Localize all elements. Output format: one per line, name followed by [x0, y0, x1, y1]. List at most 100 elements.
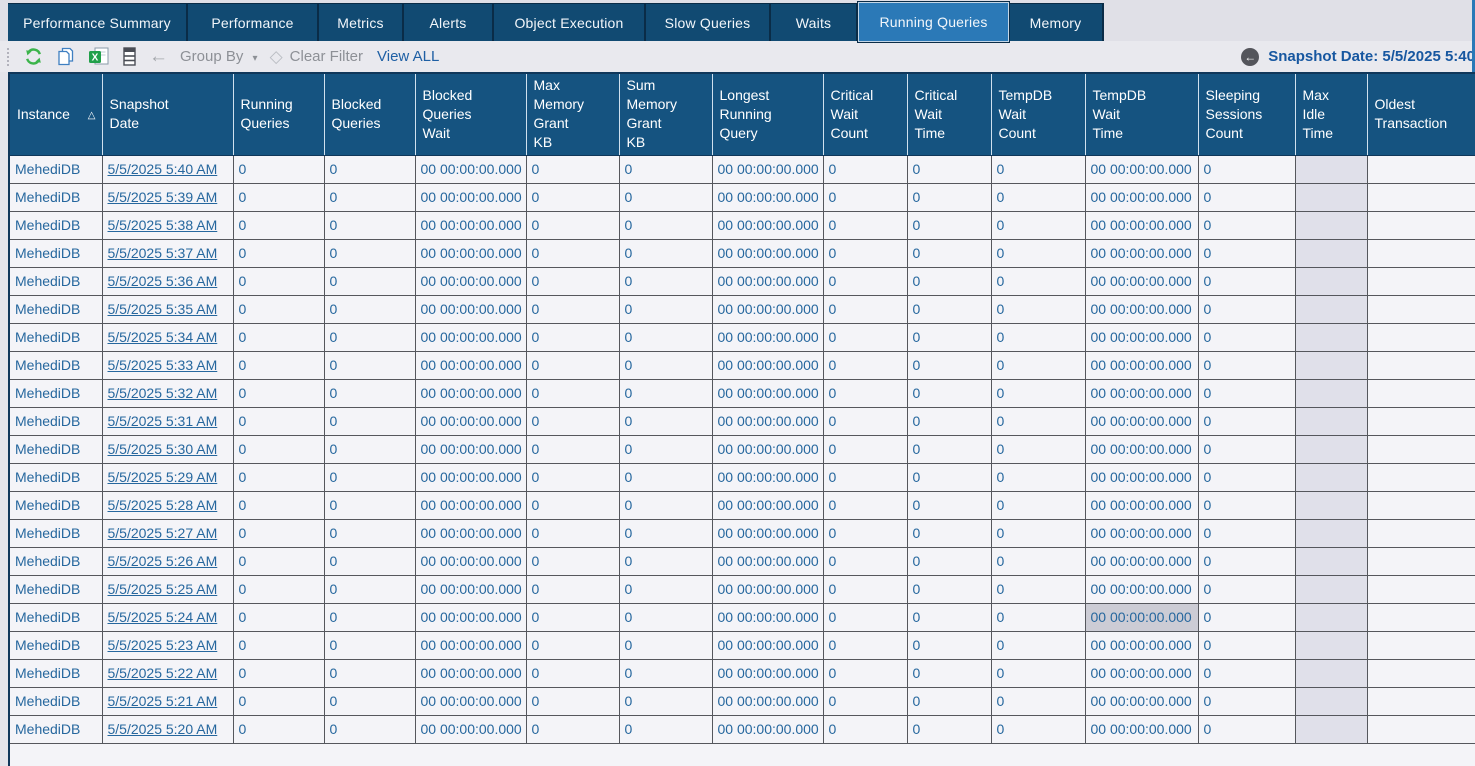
value-cell[interactable]: 0 [991, 715, 1086, 744]
snapshot-date-link[interactable]: 5/5/2025 5:27 AM [107, 525, 218, 541]
value-cell[interactable]: 0 [619, 239, 713, 268]
value-cell[interactable]: 00 00:00:00.000 [1085, 183, 1199, 212]
value-cell[interactable]: 0 [823, 351, 908, 380]
value-cell[interactable] [1367, 239, 1475, 268]
instance-cell[interactable]: MehediDB [10, 547, 103, 576]
value-cell[interactable]: 00 00:00:00.000 [712, 715, 824, 744]
value-cell[interactable]: 00 00:00:00.000 [1085, 547, 1199, 576]
value-cell[interactable]: 00 00:00:00.000 [415, 435, 527, 464]
value-cell[interactable] [1367, 659, 1475, 688]
snapshot-date-cell[interactable]: 5/5/2025 5:36 AM [102, 267, 234, 296]
value-cell[interactable]: 00 00:00:00.000 [1085, 323, 1199, 352]
value-cell[interactable] [1295, 491, 1368, 520]
value-cell[interactable]: 00 00:00:00.000 [415, 631, 527, 660]
value-cell[interactable]: 00 00:00:00.000 [712, 519, 824, 548]
value-cell[interactable]: 0 [526, 603, 620, 632]
value-cell[interactable]: 00 00:00:00.000 [415, 407, 527, 436]
value-cell[interactable]: 0 [324, 687, 416, 716]
value-cell[interactable]: 0 [619, 463, 713, 492]
snapshot-date-link[interactable]: 5/5/2025 5:33 AM [107, 357, 218, 373]
instance-cell[interactable]: MehediDB [10, 603, 103, 632]
value-cell[interactable]: 0 [233, 575, 325, 604]
column-header-tempdb-wait-count[interactable]: TempDB Wait Count [991, 74, 1086, 156]
value-cell[interactable]: 0 [907, 603, 992, 632]
value-cell[interactable]: 0 [1198, 351, 1296, 380]
value-cell[interactable]: 0 [907, 491, 992, 520]
snapshot-date-cell[interactable]: 5/5/2025 5:39 AM [102, 183, 234, 212]
instance-cell[interactable]: MehediDB [10, 659, 103, 688]
value-cell[interactable]: 0 [991, 575, 1086, 604]
value-cell[interactable]: 0 [324, 715, 416, 744]
value-cell[interactable]: 00 00:00:00.000 [1085, 575, 1199, 604]
snapshot-date-link[interactable]: 5/5/2025 5:40 AM [107, 161, 218, 177]
value-cell[interactable]: 0 [324, 407, 416, 436]
value-cell[interactable]: 0 [526, 715, 620, 744]
value-cell[interactable]: 0 [907, 407, 992, 436]
value-cell[interactable]: 0 [1198, 631, 1296, 660]
value-cell[interactable]: 0 [1198, 575, 1296, 604]
value-cell[interactable]: 0 [233, 351, 325, 380]
value-cell[interactable]: 0 [1198, 407, 1296, 436]
tab-running-queries[interactable]: Running Queries [858, 2, 1009, 42]
value-cell[interactable]: 0 [619, 547, 713, 576]
value-cell[interactable]: 00 00:00:00.000 [1085, 631, 1199, 660]
value-cell[interactable] [1295, 715, 1368, 744]
value-cell[interactable]: 0 [907, 323, 992, 352]
value-cell[interactable]: 00 00:00:00.000 [1085, 659, 1199, 688]
value-cell[interactable]: 0 [233, 239, 325, 268]
value-cell[interactable]: 0 [907, 267, 992, 296]
clear-filter-button[interactable]: Clear Filter [289, 48, 364, 65]
value-cell[interactable]: 0 [823, 491, 908, 520]
column-header-max-idle-time[interactable]: Max Idle Time [1295, 74, 1368, 156]
value-cell[interactable]: 00 00:00:00.000 [1085, 211, 1199, 240]
column-header-tempdb-wait-time[interactable]: TempDB Wait Time [1085, 74, 1199, 156]
value-cell[interactable]: 00 00:00:00.000 [415, 155, 527, 184]
value-cell[interactable] [1295, 323, 1368, 352]
instance-cell[interactable]: MehediDB [10, 295, 103, 324]
snapshot-date-link[interactable]: 5/5/2025 5:39 AM [107, 189, 218, 205]
value-cell[interactable]: 0 [907, 715, 992, 744]
value-cell[interactable] [1295, 631, 1368, 660]
value-cell[interactable]: 0 [619, 183, 713, 212]
value-cell[interactable]: 0 [233, 435, 325, 464]
snapshot-date-link[interactable]: 5/5/2025 5:28 AM [107, 497, 218, 513]
value-cell[interactable]: 00 00:00:00.000 [1085, 687, 1199, 716]
value-cell[interactable]: 0 [233, 547, 325, 576]
value-cell[interactable]: 0 [1198, 183, 1296, 212]
value-cell[interactable]: 00 00:00:00.000 [415, 715, 527, 744]
snapshot-date-link[interactable]: 5/5/2025 5:30 AM [107, 441, 218, 457]
value-cell[interactable]: 0 [526, 435, 620, 464]
value-cell[interactable]: 0 [324, 547, 416, 576]
instance-cell[interactable]: MehediDB [10, 407, 103, 436]
column-header-instance[interactable]: Instance △ [10, 74, 103, 156]
instance-cell[interactable]: MehediDB [10, 211, 103, 240]
snapshot-date-link[interactable]: 5/5/2025 5:34 AM [107, 329, 218, 345]
value-cell[interactable]: 0 [619, 575, 713, 604]
value-cell[interactable]: 00 00:00:00.000 [1085, 295, 1199, 324]
value-cell[interactable]: 00 00:00:00.000 [415, 519, 527, 548]
value-cell[interactable]: 0 [619, 435, 713, 464]
value-cell[interactable]: 0 [526, 323, 620, 352]
value-cell[interactable]: 0 [619, 211, 713, 240]
value-cell[interactable]: 0 [233, 463, 325, 492]
value-cell[interactable]: 0 [907, 575, 992, 604]
value-cell[interactable]: 00 00:00:00.000 [415, 295, 527, 324]
snapshot-date-link[interactable]: 5/5/2025 5:29 AM [107, 469, 218, 485]
value-cell[interactable]: 00 00:00:00.000 [712, 575, 824, 604]
value-cell[interactable]: 0 [823, 183, 908, 212]
snapshot-date-link[interactable]: 5/5/2025 5:21 AM [107, 693, 218, 709]
value-cell[interactable]: 00 00:00:00.000 [415, 379, 527, 408]
value-cell[interactable]: 0 [324, 155, 416, 184]
value-cell[interactable] [1295, 547, 1368, 576]
value-cell[interactable]: 0 [526, 519, 620, 548]
value-cell[interactable] [1367, 631, 1475, 660]
value-cell[interactable]: 00 00:00:00.000 [712, 295, 824, 324]
value-cell[interactable]: 00 00:00:00.000 [1085, 435, 1199, 464]
value-cell[interactable] [1295, 379, 1368, 408]
value-cell[interactable] [1295, 659, 1368, 688]
value-cell[interactable]: 00 00:00:00.000 [1085, 155, 1199, 184]
value-cell[interactable]: 00 00:00:00.000 [712, 155, 824, 184]
value-cell[interactable]: 0 [1198, 267, 1296, 296]
value-cell[interactable]: 0 [991, 631, 1086, 660]
value-cell[interactable]: 0 [1198, 491, 1296, 520]
